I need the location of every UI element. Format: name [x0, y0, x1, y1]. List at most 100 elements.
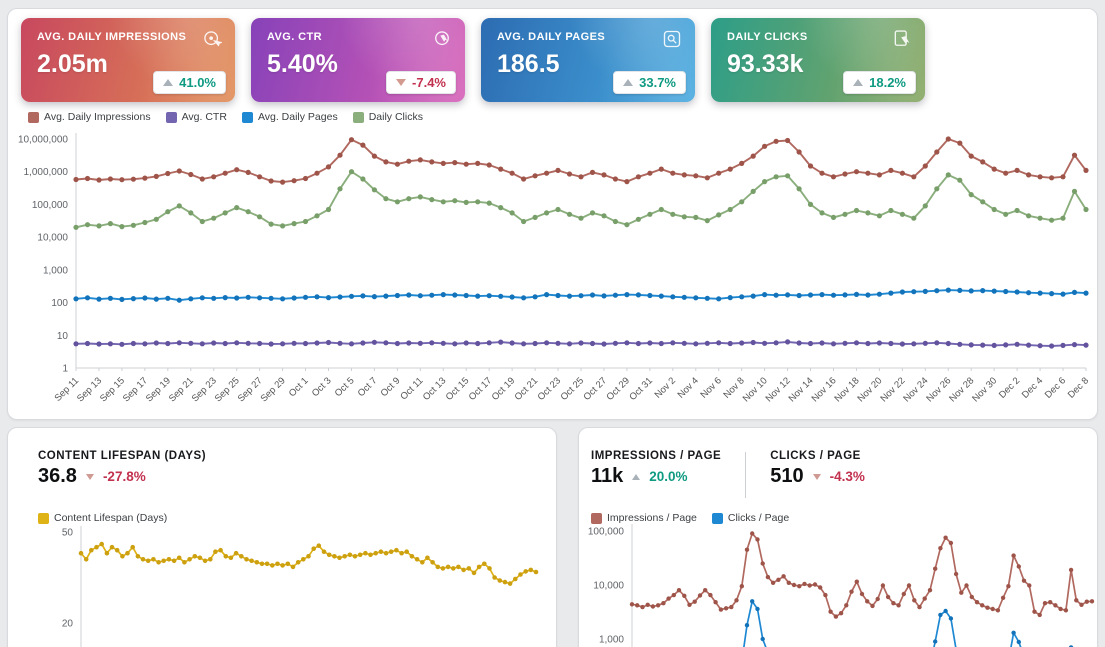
svg-text:10: 10 [57, 331, 69, 342]
legend-swatch [591, 512, 602, 524]
legend-item[interactable]: Impressions / Page [591, 512, 697, 524]
svg-text:Nov 18: Nov 18 [833, 375, 862, 404]
trend-up-icon [623, 79, 634, 86]
svg-text:Oct 13: Oct 13 [421, 375, 449, 403]
svg-text:100: 100 [51, 298, 68, 309]
svg-text:Nov 2: Nov 2 [653, 375, 678, 400]
svg-text:Oct 21: Oct 21 [513, 375, 541, 403]
perpage-chart-legend: Impressions / Page Clicks / Page [591, 512, 789, 524]
legend-label: Daily Clicks [368, 111, 423, 123]
kpi-value: 2.05m [37, 50, 108, 78]
legend-swatch [28, 111, 39, 123]
svg-text:Sep 23: Sep 23 [190, 375, 219, 404]
kpi-title: DAILY CLICKS [727, 31, 808, 43]
svg-text:Sep 19: Sep 19 [144, 375, 173, 404]
svg-text:Nov 14: Nov 14 [787, 375, 816, 404]
svg-text:Sep 27: Sep 27 [236, 375, 265, 404]
svg-text:Nov 26: Nov 26 [924, 375, 953, 404]
svg-text:Dec 8: Dec 8 [1066, 375, 1091, 400]
ctr-icon [432, 29, 452, 54]
legend-item[interactable]: Avg. CTR [165, 111, 227, 123]
svg-text:Sep 25: Sep 25 [213, 375, 242, 404]
perpage-line-chart[interactable]: 100,000 10,000 1,000 [579, 428, 1097, 647]
svg-text:Sep 13: Sep 13 [75, 375, 104, 404]
kpi-delta-badge: -7.4% [386, 71, 456, 94]
clicks-per-page-kpi: CLICKS / PAGE 510 -4.3% [770, 450, 865, 487]
kpi-card-clicks[interactable]: DAILY CLICKS 93.33k 18.2% [711, 18, 925, 102]
kpi-card-pages[interactable]: AVG. DAILY PAGES 186.5 33.7% [481, 18, 695, 102]
kpi-value: 36.8 [38, 465, 77, 487]
svg-text:Dec 6: Dec 6 [1043, 375, 1068, 400]
svg-text:Oct 5: Oct 5 [333, 375, 357, 399]
legend-label: Avg. CTR [181, 111, 227, 123]
overview-line-chart[interactable]: 10,000,000 1,000,000 100,000 10,000 1,000 100… [8, 9, 1097, 419]
kpi-delta-badge: 33.7% [613, 71, 686, 94]
kpi-title: AVG. DAILY PAGES [497, 31, 606, 43]
svg-text:100,000: 100,000 [588, 527, 625, 538]
kpi-card-ctr[interactable]: AVG. CTR 5.40% -7.4% [251, 18, 465, 102]
impressions-icon [202, 29, 223, 54]
legend-swatch [352, 111, 364, 123]
legend-item[interactable]: Daily Clicks [352, 111, 423, 123]
kpi-cards-row: AVG. DAILY IMPRESSIONS 2.05m 41.0% AVG. … [21, 18, 925, 102]
svg-text:Nov 4: Nov 4 [676, 375, 701, 400]
svg-text:1,000: 1,000 [599, 635, 624, 646]
svg-text:Nov 12: Nov 12 [764, 375, 793, 404]
legend-swatch [38, 512, 49, 524]
legend-label: Avg. Daily Impressions [44, 111, 151, 123]
svg-text:Oct 29: Oct 29 [604, 375, 632, 403]
lifespan-line-chart[interactable]: 50 20 [8, 428, 556, 647]
svg-text:Nov 30: Nov 30 [970, 375, 999, 404]
svg-text:Nov 6: Nov 6 [699, 375, 724, 400]
kpi-card-impressions[interactable]: AVG. DAILY IMPRESSIONS 2.05m 41.0% [21, 18, 235, 102]
impressions-per-page-kpi: IMPRESSIONS / PAGE 11k 20.0% [591, 450, 722, 487]
kpi-value: 11k [591, 465, 624, 487]
lifespan-chart-legend: Content Lifespan (Days) [38, 512, 167, 524]
svg-text:Nov 20: Nov 20 [855, 375, 884, 404]
kpi-value: 93.33k [727, 50, 804, 78]
svg-text:Oct 15: Oct 15 [444, 375, 472, 403]
legend-item[interactable]: Avg. Daily Impressions [28, 111, 151, 123]
svg-text:10,000,000: 10,000,000 [18, 135, 68, 146]
legend-swatch [241, 111, 253, 123]
kpi-value: 5.40% [267, 50, 338, 78]
svg-text:Sep 15: Sep 15 [98, 375, 127, 404]
kpi-title: CONTENT LIFESPAN (DAYS) [38, 450, 207, 462]
svg-text:Dec 4: Dec 4 [1020, 375, 1045, 400]
svg-text:Oct 25: Oct 25 [559, 375, 587, 403]
svg-text:20: 20 [62, 619, 74, 630]
svg-text:Oct 1: Oct 1 [287, 375, 311, 399]
svg-text:Oct 31: Oct 31 [627, 375, 655, 403]
trend-up-icon [853, 79, 864, 86]
svg-text:50: 50 [62, 528, 74, 539]
legend-label: Content Lifespan (Days) [54, 512, 168, 524]
kpi-title: CLICKS / PAGE [770, 450, 861, 462]
trend-down-icon [812, 473, 821, 480]
legend-label: Avg. Daily Pages [257, 111, 338, 123]
legend-swatch [711, 512, 723, 524]
svg-text:Oct 7: Oct 7 [356, 375, 380, 399]
svg-text:Oct 17: Oct 17 [467, 375, 495, 403]
svg-text:Oct 23: Oct 23 [536, 375, 564, 403]
kpi-title: AVG. DAILY IMPRESSIONS [37, 31, 187, 43]
svg-text:1,000: 1,000 [43, 265, 68, 276]
kpi-value: 510 [770, 465, 804, 487]
kpi-value: 186.5 [497, 50, 560, 78]
trend-up-icon [163, 79, 174, 86]
trend-up-icon [632, 473, 641, 480]
legend-item[interactable]: Clicks / Page [711, 512, 790, 524]
legend-item[interactable]: Avg. Daily Pages [241, 111, 338, 123]
svg-text:Nov 10: Nov 10 [741, 375, 770, 404]
legend-label: Impressions / Page [607, 512, 697, 524]
legend-label: Clicks / Page [727, 512, 790, 524]
per-page-kpis: IMPRESSIONS / PAGE 11k 20.0% CLICKS / PA… [591, 450, 865, 498]
legend-item[interactable]: Content Lifespan (Days) [38, 512, 167, 524]
svg-text:100,000: 100,000 [32, 200, 69, 211]
svg-text:Dec 2: Dec 2 [997, 375, 1022, 400]
svg-text:Nov 22: Nov 22 [878, 375, 907, 404]
svg-text:Oct 27: Oct 27 [581, 375, 609, 403]
svg-text:1,000,000: 1,000,000 [24, 167, 69, 178]
svg-text:Oct 3: Oct 3 [310, 375, 334, 399]
svg-text:Nov 28: Nov 28 [947, 375, 976, 404]
